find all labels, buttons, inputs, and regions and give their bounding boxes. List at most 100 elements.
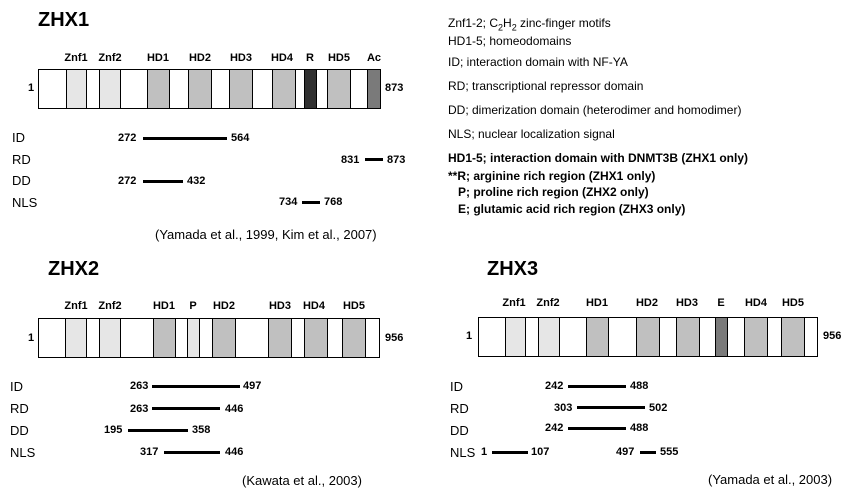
zhx2-label-hd2: HD2 xyxy=(212,300,235,312)
zhx3-row-nls-label: NLS xyxy=(450,445,476,460)
zhx3-label-znf2: Znf2 xyxy=(536,297,560,309)
zhx1-nls-range xyxy=(302,201,320,204)
zhx2-protein-bar xyxy=(38,318,380,358)
legend-r: **R; arginine rich region (ZHX1 only) xyxy=(448,169,656,183)
zhx2-label-znf1: Znf1 xyxy=(64,300,88,312)
zhx3-end: 956 xyxy=(823,330,842,342)
zhx3-nls-to2: 555 xyxy=(660,446,679,458)
zhx3-rd-range xyxy=(577,406,645,409)
zhx1-hd5-segment xyxy=(327,69,351,109)
zhx2-znf1-segment xyxy=(65,318,87,358)
zhx1-r-segment xyxy=(304,69,317,109)
zhx1-rd-from: 831 xyxy=(341,154,360,166)
zhx3-hd4-segment xyxy=(744,317,768,357)
zhx1-end: 873 xyxy=(385,82,404,94)
zhx3-label-hd2: HD2 xyxy=(635,297,658,309)
zhx1-label-znf1: Znf1 xyxy=(64,52,88,64)
zhx1-label-hd3: HD3 xyxy=(229,52,252,64)
zhx2-row-nls-label: NLS xyxy=(10,445,36,460)
zhx2-id-to: 497 xyxy=(243,380,262,392)
legend-id: ID; interaction domain with NF-YA xyxy=(448,55,628,69)
zhx1-id-to: 564 xyxy=(231,132,250,144)
zhx1-label-r: R xyxy=(306,52,314,64)
zhx3-label-hd3: HD3 xyxy=(675,297,698,309)
zhx2-citation: (Kawata et al., 2003) xyxy=(242,473,362,488)
zhx2-hd2-segment xyxy=(212,318,236,358)
zhx1-hd2-segment xyxy=(188,69,212,109)
zhx2-p-segment xyxy=(187,318,200,358)
zhx2-row-dd-label: DD xyxy=(10,423,29,438)
zhx2-hd4-segment xyxy=(304,318,328,358)
zhx1-znf2-segment xyxy=(99,69,121,109)
zhx1-row-nls-label: NLS xyxy=(12,195,38,210)
zhx3-row-rd-label: RD xyxy=(450,401,469,416)
zhx2-id-range xyxy=(152,385,240,388)
zhx2-dd-from: 195 xyxy=(104,424,123,436)
zhx1-ac-segment xyxy=(367,69,381,109)
zhx1-label-hd4: HD4 xyxy=(270,52,293,64)
zhx2-hd5-segment xyxy=(342,318,366,358)
zhx1-row-rd-label: RD xyxy=(12,152,31,167)
legend-dnmt3b: HD1-5; interaction domain with DNMT3B (Z… xyxy=(448,151,749,165)
zhx2-label-hd5: HD5 xyxy=(342,300,365,312)
zhx3-hd1-segment xyxy=(586,317,609,357)
zhx1-dd-from: 272 xyxy=(118,175,137,187)
zhx2-rd-range xyxy=(152,407,220,410)
zhx2-znf2-segment xyxy=(99,318,121,358)
zhx1-label-znf2: Znf2 xyxy=(98,52,122,64)
zhx3-dd-range xyxy=(568,427,626,430)
zhx3-nls-range-1 xyxy=(492,451,528,454)
zhx3-hd5-segment xyxy=(781,317,805,357)
zhx2-nls-from: 317 xyxy=(140,446,159,458)
legend-e: E; glutamic acid rich region (ZHX3 only) xyxy=(458,202,686,216)
zhx1-id-range xyxy=(143,137,227,140)
zhx2-title: ZHX2 xyxy=(48,258,100,280)
zhx2-start: 1 xyxy=(28,332,35,344)
zhx2-rd-to: 446 xyxy=(225,403,244,415)
zhx3-id-range xyxy=(568,385,626,388)
zhx2-dd-to: 358 xyxy=(192,424,211,436)
zhx1-nls-from: 734 xyxy=(279,196,298,208)
legend-znf: Znf1-2; C2H2 zinc-finger motifs xyxy=(448,16,611,33)
zhx1-label-hd5: HD5 xyxy=(327,52,350,64)
zhx2-hd1-segment xyxy=(153,318,176,358)
zhx3-id-to: 488 xyxy=(630,380,649,392)
zhx3-nls-to: 107 xyxy=(531,446,550,458)
zhx1-dd-to: 432 xyxy=(187,175,206,187)
zhx1-row-id-label: ID xyxy=(12,130,25,145)
zhx3-hd3-segment xyxy=(676,317,700,357)
zhx1-rd-range xyxy=(365,158,383,161)
zhx2-end: 956 xyxy=(385,332,404,344)
zhx1-hd3-segment xyxy=(229,69,253,109)
zhx1-hd1-segment xyxy=(147,69,170,109)
zhx3-label-hd1: HD1 xyxy=(585,297,608,309)
zhx3-label-hd4: HD4 xyxy=(744,297,767,309)
zhx2-nls-range xyxy=(164,451,220,454)
zhx1-label-hd1: HD1 xyxy=(146,52,169,64)
zhx1-hd4-segment xyxy=(272,69,296,109)
zhx3-label-znf1: Znf1 xyxy=(502,297,526,309)
zhx3-dd-from: 242 xyxy=(545,422,564,434)
zhx3-nls-range-2 xyxy=(640,451,656,454)
zhx3-row-dd-label: DD xyxy=(450,423,469,438)
zhx2-label-hd4: HD4 xyxy=(302,300,325,312)
zhx1-label-hd2: HD2 xyxy=(188,52,211,64)
zhx1-znf1-segment xyxy=(66,69,87,109)
zhx2-nls-to: 446 xyxy=(225,446,244,458)
zhx2-label-hd1: HD1 xyxy=(152,300,175,312)
zhx1-citation: (Yamada et al., 1999, Kim et al., 2007) xyxy=(155,227,377,242)
zhx3-dd-to: 488 xyxy=(630,422,649,434)
zhx3-label-e: E xyxy=(717,297,725,309)
zhx3-znf1-segment xyxy=(505,317,526,357)
zhx3-nls-from: 1 xyxy=(481,446,488,458)
zhx2-label-p: P xyxy=(189,300,197,312)
zhx2-id-from: 263 xyxy=(130,380,149,392)
zhx1-label-ac: Ac xyxy=(366,52,382,64)
zhx1-row-dd-label: DD xyxy=(12,173,31,188)
zhx3-row-id-label: ID xyxy=(450,379,463,394)
zhx3-title: ZHX3 xyxy=(487,258,539,280)
zhx2-row-id-label: ID xyxy=(10,379,23,394)
zhx3-rd-from: 303 xyxy=(554,402,573,414)
zhx1-id-from: 272 xyxy=(118,132,137,144)
zhx2-rd-from: 263 xyxy=(130,403,149,415)
